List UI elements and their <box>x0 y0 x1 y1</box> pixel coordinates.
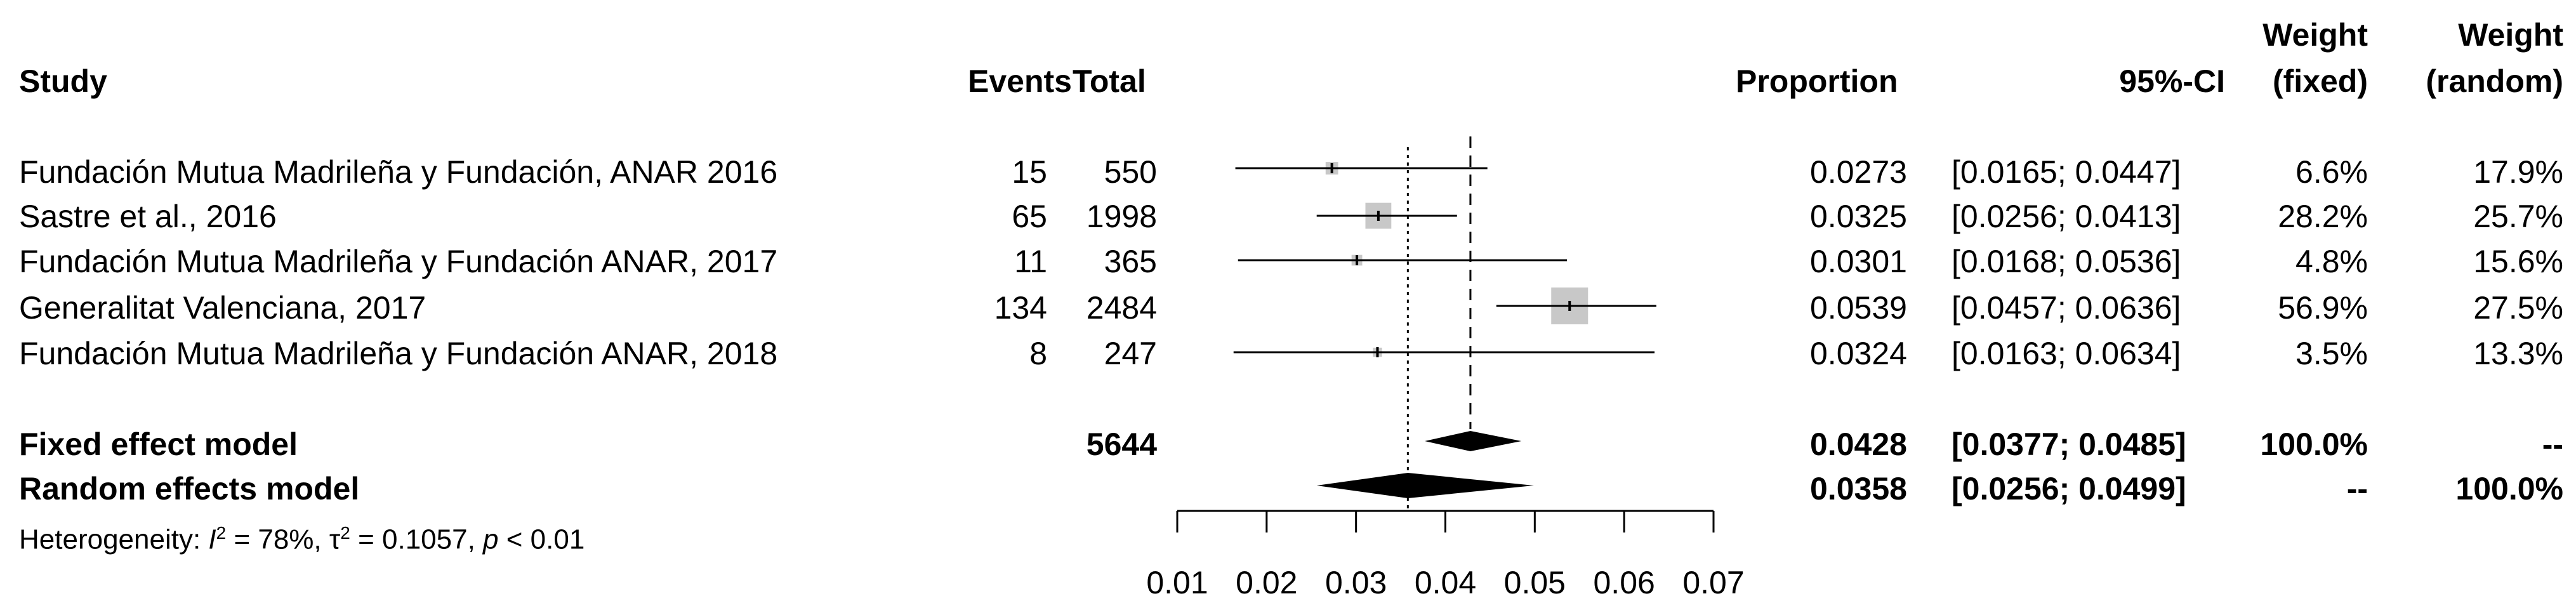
study-total: 1998 <box>1086 199 1157 234</box>
header-ci: 95%-CI <box>2119 63 2225 99</box>
study-ci: [0.0256; 0.0413] <box>1952 199 2181 234</box>
fixed-effect-ci: [0.0377; 0.0485] <box>1952 427 2186 462</box>
tau-value: = 0.1057, <box>350 524 484 555</box>
study-weight-random: 15.6% <box>2473 244 2563 279</box>
header-weight-fixed-1: Weight <box>2262 17 2368 53</box>
random-effects-label: Random effects model <box>19 471 360 506</box>
random-effects-weight-fixed: -- <box>2346 471 2368 506</box>
study-weight-fixed: 4.8% <box>2295 244 2368 279</box>
x-axis-tick-label: 0.06 <box>1594 565 1655 600</box>
study-ci: [0.0165; 0.0447] <box>1952 154 2181 190</box>
study-total: 550 <box>1104 154 1157 190</box>
study-total: 247 <box>1104 336 1157 371</box>
fixed-effect-proportion: 0.0428 <box>1810 427 1907 462</box>
header-weight-fixed-2: (fixed) <box>2273 63 2368 99</box>
x-axis-tick-label: 0.05 <box>1504 565 1566 600</box>
fixed-effect-weight-fixed: 100.0% <box>2260 427 2368 462</box>
x-axis-tick-label: 0.01 <box>1146 565 1208 600</box>
tau-superscript: 2 <box>340 523 350 543</box>
study-weight-fixed: 3.5% <box>2295 336 2368 371</box>
study-label: Sastre et al., 2016 <box>19 199 277 234</box>
x-axis-tick-label: 0.04 <box>1415 565 1476 600</box>
study-ci: [0.0457; 0.0636] <box>1952 290 2181 326</box>
study-weight-random: 25.7% <box>2473 199 2563 234</box>
header-weight-random-1: Weight <box>2458 17 2563 53</box>
x-axis-tick-label: 0.07 <box>1682 565 1744 600</box>
header-total: Total <box>1073 63 1146 99</box>
p-value: < 0.01 <box>498 524 585 555</box>
study-events: 11 <box>1014 244 1047 279</box>
heterogeneity-prefix: Heterogeneity: <box>19 524 209 555</box>
study-proportion: 0.0273 <box>1810 154 1907 190</box>
study-weight-random: 17.9% <box>2473 154 2563 190</box>
study-weight-random: 13.3% <box>2473 336 2563 371</box>
x-axis-tick-label: 0.03 <box>1325 565 1387 600</box>
header-events: Events <box>968 63 1072 99</box>
x-axis-tick-label: 0.02 <box>1236 565 1297 600</box>
study-ci: [0.0168; 0.0536] <box>1952 244 2181 279</box>
heterogeneity-text: Heterogeneity: I2 = 78%, τ2 = 0.1057, p … <box>19 524 585 554</box>
study-proportion: 0.0539 <box>1810 290 1907 326</box>
study-weight-fixed: 56.9% <box>2278 290 2368 326</box>
fixed-effect-diamond <box>1425 431 1522 451</box>
i2-symbol: I <box>208 524 216 555</box>
study-proportion: 0.0301 <box>1810 244 1907 279</box>
random-effects-ci: [0.0256; 0.0499] <box>1952 471 2186 506</box>
random-effects-weight-random: 100.0% <box>2455 471 2563 506</box>
study-events: 15 <box>1012 154 1047 190</box>
study-label: Generalitat Valenciana, 2017 <box>19 290 426 326</box>
fixed-effect-total: 5644 <box>1086 427 1157 462</box>
study-weight-random: 27.5% <box>2473 290 2563 326</box>
tau-symbol: τ <box>329 524 341 555</box>
random-effects-proportion: 0.0358 <box>1810 471 1907 506</box>
study-ci: [0.0163; 0.0634] <box>1952 336 2181 371</box>
i2-value: = 78%, <box>226 524 329 555</box>
study-label: Fundación Mutua Madrileña y Fundación, A… <box>19 154 778 190</box>
study-proportion: 0.0325 <box>1810 199 1907 234</box>
study-weight-fixed: 6.6% <box>2295 154 2368 190</box>
header-study: Study <box>19 63 107 99</box>
study-events: 8 <box>1029 336 1047 371</box>
p-symbol: p <box>483 524 499 555</box>
header-weight-random-2: (random) <box>2426 63 2563 99</box>
fixed-effect-label: Fixed effect model <box>19 427 298 462</box>
i2-superscript: 2 <box>216 523 227 543</box>
study-label: Fundación Mutua Madrileña y Fundación AN… <box>19 336 778 371</box>
study-total: 365 <box>1104 244 1157 279</box>
study-weight-fixed: 28.2% <box>2278 199 2368 234</box>
header-proportion: Proportion <box>1736 63 1898 99</box>
study-proportion: 0.0324 <box>1810 336 1907 371</box>
random-effects-diamond <box>1316 473 1534 498</box>
study-events: 134 <box>994 290 1047 326</box>
fixed-effect-weight-random: -- <box>2542 427 2563 462</box>
study-total: 2484 <box>1086 290 1157 326</box>
study-label: Fundación Mutua Madrileña y Fundación AN… <box>19 244 778 279</box>
study-events: 65 <box>1012 199 1047 234</box>
